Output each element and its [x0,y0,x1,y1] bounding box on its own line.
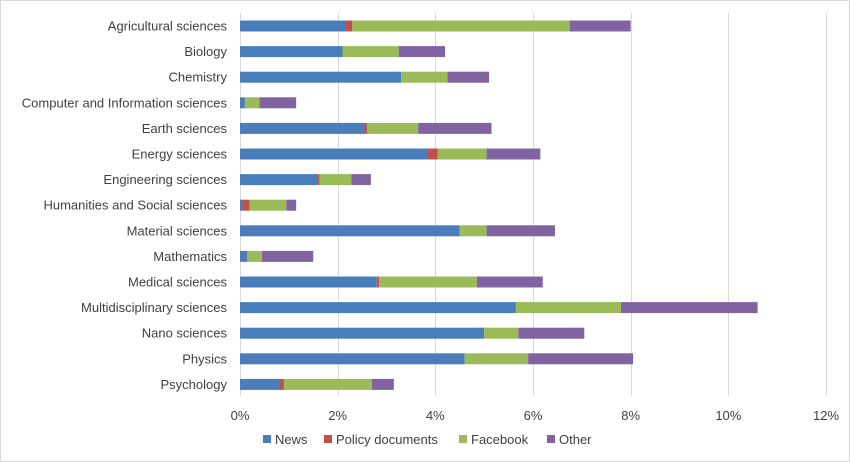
bar-news-10 [240,276,377,288]
bar-news-3 [240,97,245,109]
bar-other-9 [261,250,314,262]
bar-facebook-7 [249,199,287,211]
legend-label: News [275,432,308,447]
bar-facebook-6 [319,174,352,186]
bar-other-0 [569,20,631,32]
bar-other-12 [518,327,585,339]
bar-other-6 [351,174,371,186]
bar-news-8 [240,225,460,237]
category-label: Psychology [161,377,228,392]
legend-label: Facebook [471,432,529,447]
bar-other-2 [447,71,490,83]
bar-policy-documents-5 [428,148,438,160]
bar-news-9 [240,250,248,262]
bar-facebook-8 [459,225,487,237]
x-axis-tick-labels: 0% 2% 4% 6% 8% 10% 12% [231,408,840,423]
x-tick-label: 4% [426,408,445,423]
x-tick-label: 12% [813,408,839,423]
bar-facebook-3 [244,97,260,109]
bar-facebook-14 [283,378,372,390]
bar-facebook-1 [342,46,399,58]
bar-policy-documents-0 [344,20,353,32]
bar-facebook-9 [247,250,262,262]
legend-swatch-facebook [459,435,467,443]
bar-other-8 [486,225,555,237]
category-labels: Agricultural sciences Biology Chemistry Com… [22,19,228,392]
category-label: Mathematics [153,249,227,264]
bar-news-11 [240,302,516,314]
category-label: Medical sciences [128,275,227,290]
bar-news-0 [240,20,345,32]
bar-other-5 [486,148,541,160]
bar-other-11 [620,302,758,314]
bar-other-4 [418,122,492,134]
bar-news-1 [240,46,343,58]
category-label: Biology [184,44,227,59]
bar-policy-documents-4 [364,122,367,134]
bar-other-13 [528,353,634,365]
legend-swatch-policy-documents [324,435,332,443]
category-label: Energy sciences [132,147,228,162]
bar-facebook-10 [379,276,477,288]
category-label: Chemistry [168,70,227,85]
category-label: Material sciences [127,223,228,238]
category-label: Humanities and Social sciences [43,198,227,213]
bar-news-14 [240,378,280,390]
bar-policy-documents-14 [279,378,284,390]
bar-other-14 [371,378,394,390]
bars [240,20,758,390]
bar-facebook-11 [515,302,621,314]
bar-news-5 [240,148,429,160]
bar-policy-documents-10 [376,276,380,288]
bar-other-3 [259,97,297,109]
legend-label: Policy documents [336,432,438,447]
bar-other-1 [398,46,446,58]
bar-news-6 [240,174,319,186]
category-label: Multidisciplinary sciences [81,300,227,315]
legend-label: Other [559,432,592,447]
bar-news-13 [240,353,465,365]
bar-news-2 [240,71,402,83]
x-tick-label: 8% [621,408,640,423]
category-label: Earth sciences [142,121,228,136]
bar-facebook-2 [401,71,448,83]
bar-facebook-5 [437,148,487,160]
bar-facebook-12 [484,327,519,339]
x-tick-label: 2% [328,408,347,423]
category-label: Agricultural sciences [108,19,228,34]
category-label: Nano sciences [142,326,228,341]
x-tick-label: 10% [715,408,741,423]
bar-news-7 [240,199,243,211]
bar-policy-documents-7 [242,199,250,211]
category-label: Computer and Information sciences [22,95,228,110]
bar-other-10 [476,276,543,288]
legend-swatch-other [547,435,555,443]
bar-facebook-0 [352,20,570,32]
bar-facebook-13 [464,353,529,365]
bar-facebook-4 [366,122,419,134]
bar-policy-documents-6 [318,174,320,186]
x-tick-label: 6% [524,408,543,423]
bar-other-7 [286,199,297,211]
bar-news-4 [240,122,365,134]
category-label: Engineering sciences [103,172,227,187]
category-label: Physics [182,351,227,366]
legend: News Policy documents Facebook Other [263,432,592,447]
bar-news-12 [240,327,485,339]
x-tick-label: 0% [231,408,250,423]
legend-swatch-news [263,435,271,443]
